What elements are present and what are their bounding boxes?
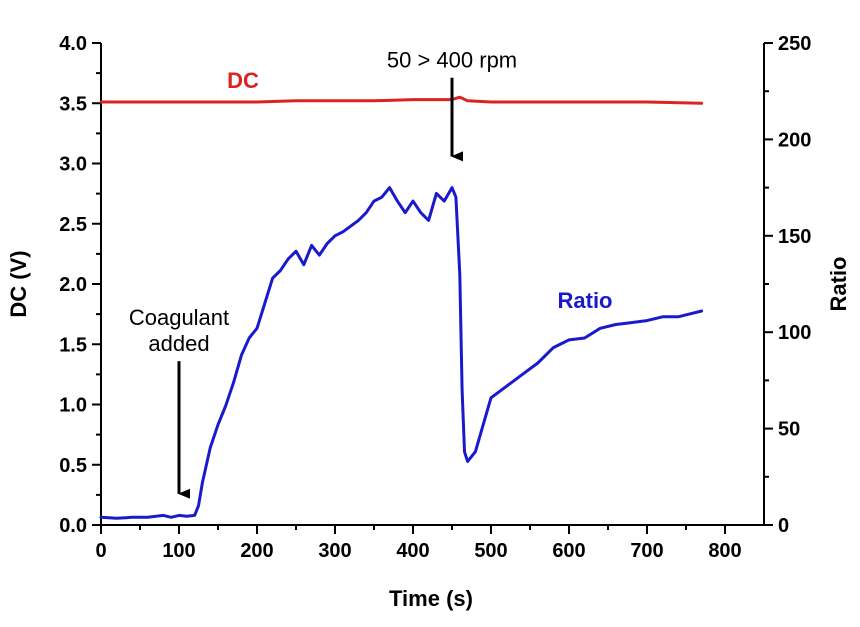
series-lines: [99, 95, 704, 520]
y-right-tick-label: 100: [778, 322, 811, 344]
y-left-tick-label: 4.0: [59, 33, 87, 55]
series-line-ratio: [99, 186, 704, 520]
y-right-tick-label: 250: [778, 33, 811, 55]
y-axis-left-title: DC (V): [6, 250, 31, 317]
series-label-ratio: Ratio: [558, 288, 613, 313]
annotation-text: added: [148, 331, 209, 356]
y-left-tick-label: 1.0: [59, 395, 87, 417]
x-tick-label: 600: [552, 540, 585, 562]
y-left-tick-label: 0.5: [59, 455, 87, 477]
axes: [100, 43, 765, 526]
y-right-tick-label: 150: [778, 226, 811, 248]
y-right-tick-label: 200: [778, 129, 811, 151]
series-label-dc: DC: [227, 68, 259, 93]
y-right-tick-label: 0: [778, 515, 789, 537]
tick-labels: 0 100 200 300 400 500 600 700 8000.00.51.01.52.0…: [59, 33, 811, 562]
y-left-tick-label: 1.5: [59, 334, 87, 356]
x-tick-label: 300: [318, 540, 351, 562]
y-right-tick-label: 50: [778, 419, 800, 441]
y-axis-right-title: Ratio: [826, 257, 851, 312]
x-tick-label: 400: [396, 540, 429, 562]
series-line-dc: [99, 95, 704, 105]
y-left-tick-label: 0.0: [59, 515, 87, 537]
x-tick-label: 200: [240, 540, 273, 562]
x-tick-label: 800: [708, 540, 741, 562]
annotation-text: 50 > 400 rpm: [387, 48, 517, 73]
y-left-tick-label: 2.0: [59, 274, 87, 296]
x-tick-label: 700: [630, 540, 663, 562]
x-axis-title: Time (s): [389, 586, 473, 611]
x-tick-label: 0: [95, 540, 106, 562]
tick-marks: [92, 42, 773, 534]
y-left-tick-label: 3.5: [59, 93, 87, 115]
y-left-tick-label: 2.5: [59, 214, 87, 236]
x-tick-label: 500: [474, 540, 507, 562]
annotation-text: Coagulant: [129, 305, 229, 330]
y-left-tick-label: 3.0: [59, 154, 87, 176]
x-tick-label: 100: [162, 540, 195, 562]
